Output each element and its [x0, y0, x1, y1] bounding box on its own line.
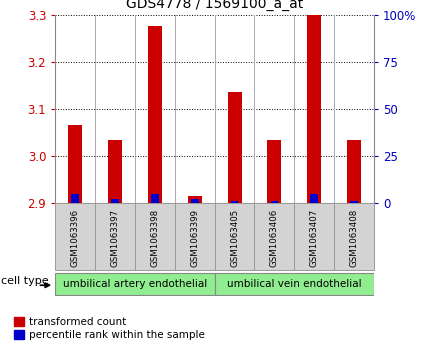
Bar: [111, 199, 119, 203]
Bar: [188, 196, 202, 203]
Bar: [227, 93, 241, 203]
FancyBboxPatch shape: [175, 203, 215, 270]
Bar: [267, 139, 281, 203]
Text: GSM1063407: GSM1063407: [310, 209, 319, 267]
Bar: [68, 125, 82, 203]
FancyBboxPatch shape: [255, 203, 294, 270]
Bar: [350, 201, 358, 203]
Bar: [151, 194, 159, 203]
Text: GSM1063397: GSM1063397: [110, 209, 119, 267]
Bar: [231, 201, 238, 203]
FancyBboxPatch shape: [215, 273, 374, 295]
FancyBboxPatch shape: [294, 203, 334, 270]
Bar: [347, 139, 361, 203]
Bar: [71, 194, 79, 203]
Text: GSM1063398: GSM1063398: [150, 209, 159, 267]
Text: cell type: cell type: [1, 276, 49, 286]
FancyBboxPatch shape: [215, 203, 255, 270]
FancyBboxPatch shape: [95, 203, 135, 270]
Text: umbilical artery endothelial: umbilical artery endothelial: [63, 278, 207, 289]
Bar: [108, 139, 122, 203]
Text: GSM1063396: GSM1063396: [71, 209, 79, 267]
FancyBboxPatch shape: [135, 203, 175, 270]
Bar: [191, 199, 198, 203]
FancyBboxPatch shape: [55, 203, 95, 270]
FancyBboxPatch shape: [334, 203, 374, 270]
Title: GDS4778 / 1569100_a_at: GDS4778 / 1569100_a_at: [126, 0, 303, 11]
Text: GSM1063406: GSM1063406: [270, 209, 279, 267]
Text: GSM1063405: GSM1063405: [230, 209, 239, 267]
Text: GSM1063408: GSM1063408: [350, 209, 359, 267]
FancyBboxPatch shape: [55, 273, 215, 295]
Legend: transformed count, percentile rank within the sample: transformed count, percentile rank withi…: [14, 317, 205, 340]
Text: GSM1063399: GSM1063399: [190, 209, 199, 267]
Bar: [310, 194, 318, 203]
Text: umbilical vein endothelial: umbilical vein endothelial: [227, 278, 362, 289]
Bar: [307, 15, 321, 203]
Bar: [148, 26, 162, 203]
Bar: [271, 201, 278, 203]
